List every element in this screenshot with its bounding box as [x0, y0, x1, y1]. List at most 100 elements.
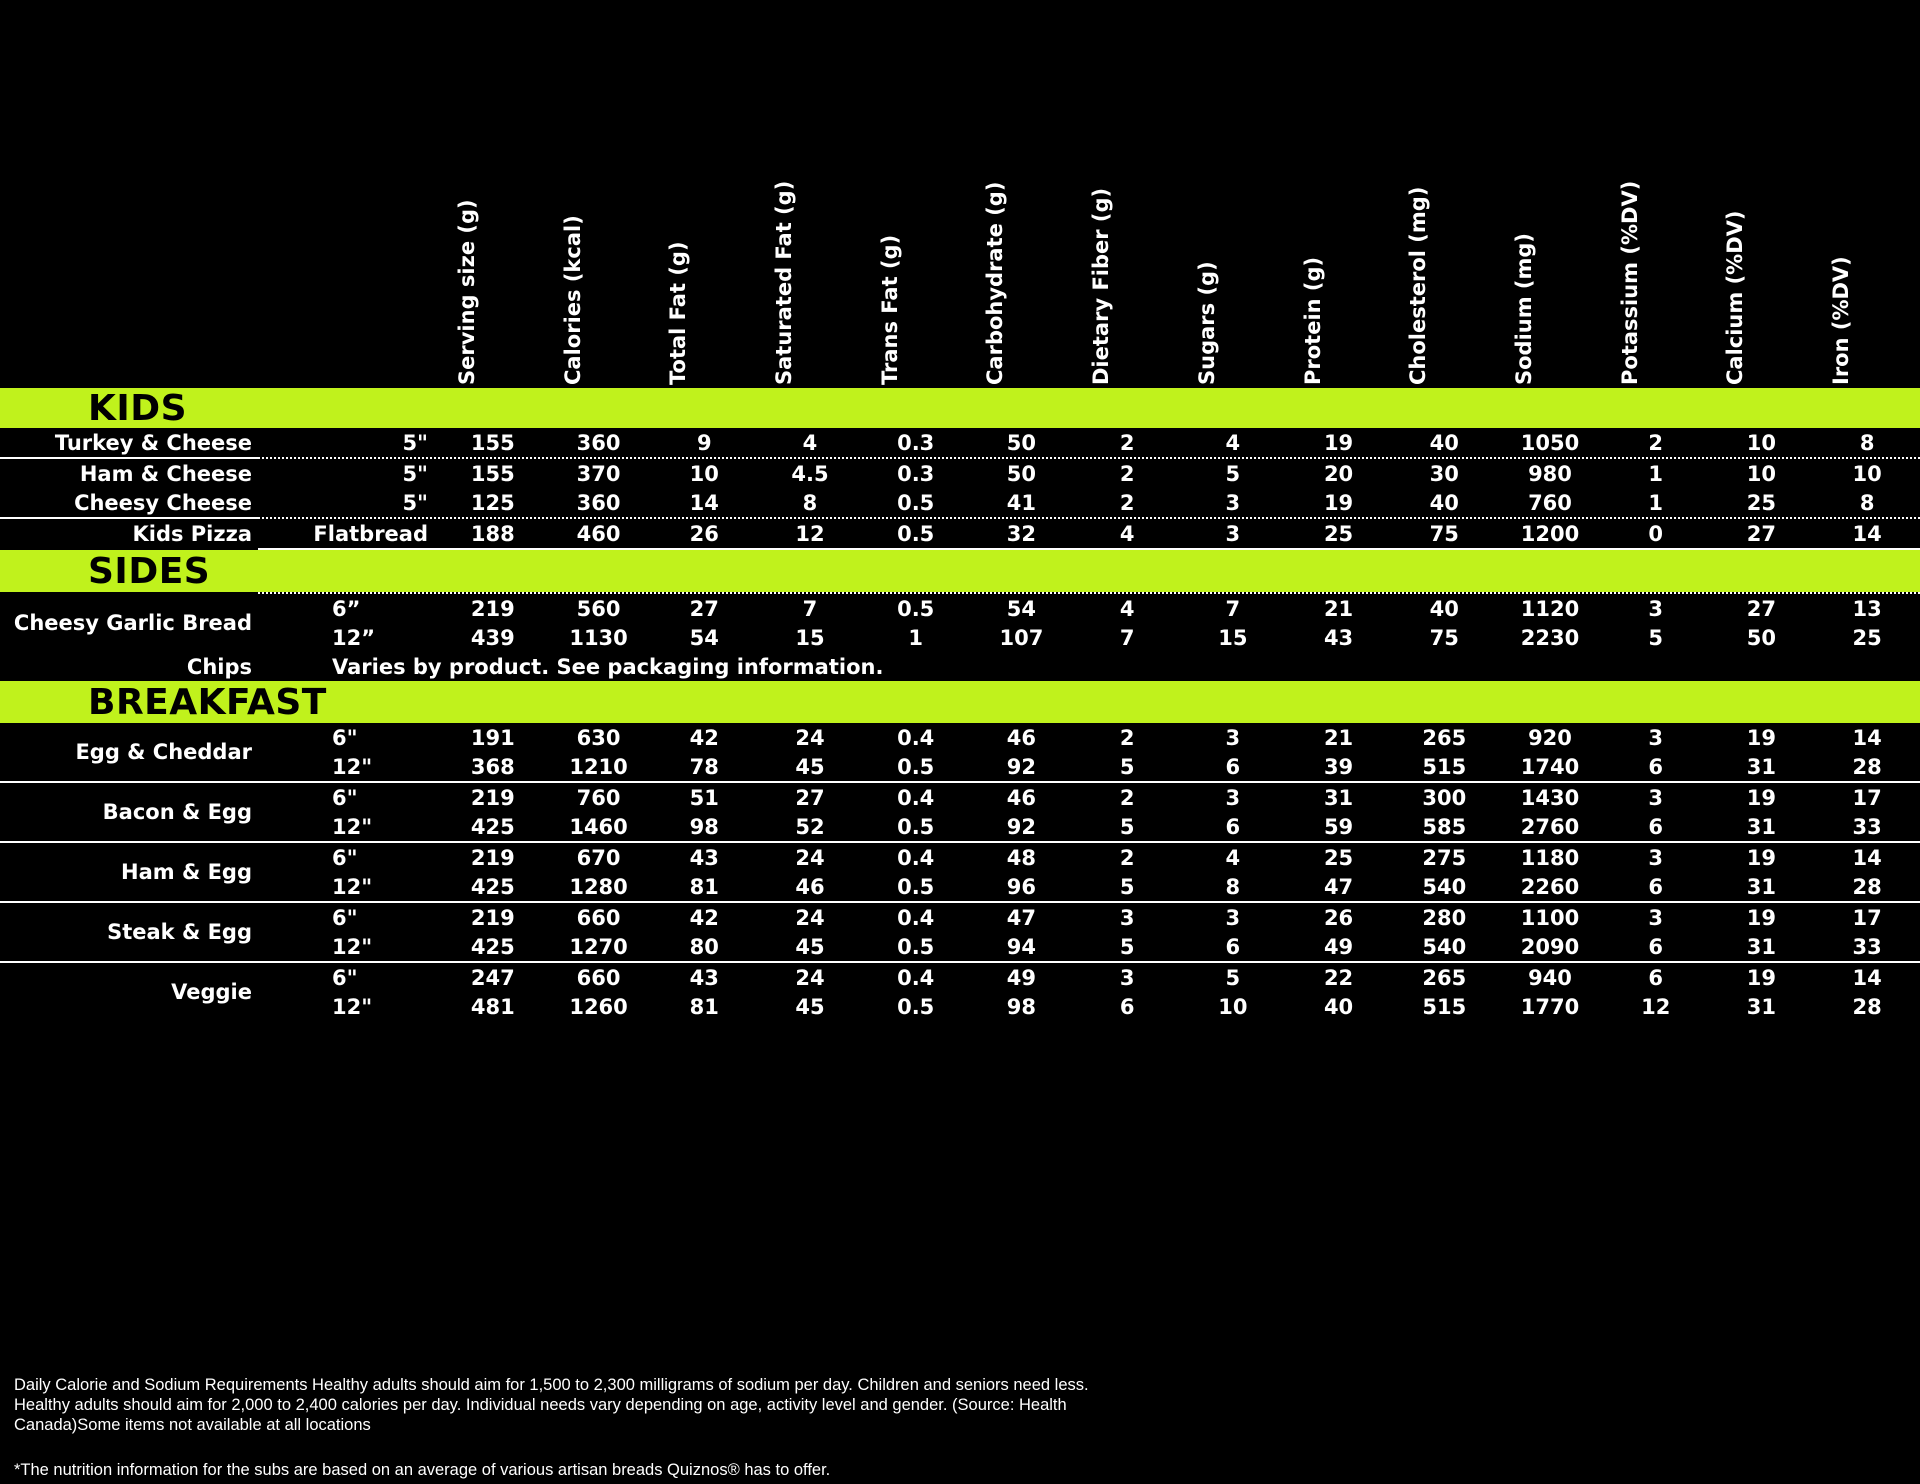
- nutrient-value: 1: [1648, 461, 1664, 486]
- serving-size: 12": [332, 874, 373, 899]
- nutrient-value: 0.4: [897, 785, 935, 810]
- nutrient-value: 14: [1852, 965, 1882, 990]
- divider-solid-segment: [0, 841, 1920, 843]
- nutrient-value: 760: [1528, 490, 1572, 515]
- nutrient-value: 0.4: [897, 845, 935, 870]
- item-name: Chips: [186, 654, 252, 679]
- nutrient-value: 31: [1746, 814, 1777, 839]
- nutrient-value: 10: [1746, 461, 1777, 486]
- nutrient-value: 3: [1648, 725, 1664, 750]
- divider-dotted-segment: [258, 457, 1920, 459]
- nutrient-value: 425: [470, 814, 515, 839]
- nutrient-value: 0.4: [897, 905, 935, 930]
- nutrient-value: 300: [1422, 785, 1467, 810]
- nutrient-value: 43: [689, 845, 719, 870]
- nutrient-value: 1: [1648, 490, 1664, 515]
- nutrient-value: 5: [1119, 814, 1135, 839]
- column-header: Total Fat (g): [651, 0, 757, 388]
- nutrient-value: 540: [1422, 934, 1467, 959]
- nutrient-value: 92: [1006, 754, 1037, 779]
- item-name: Bacon & Egg: [102, 800, 252, 824]
- nutrient-value: 3: [1648, 785, 1664, 810]
- nutrient-value: 42: [689, 905, 719, 930]
- row-divider: [0, 592, 1920, 594]
- nutrient-value: 0.5: [897, 934, 935, 959]
- nutrient-value: 1200: [1520, 521, 1580, 546]
- nutrient-value: 40: [1429, 490, 1459, 515]
- table-row-group: Egg & Cheddar 6" 191 630 42 24 0.4 46 2 3 21 265 920…: [0, 723, 1920, 781]
- nutrient-value: 540: [1422, 874, 1467, 899]
- footnote-subs: *The nutrition information for the subs …: [14, 1461, 831, 1480]
- item-name: Cheesy Garlic Bread: [13, 611, 252, 635]
- divider-dotted-segment: [258, 592, 1920, 594]
- row-divider: [0, 548, 1920, 550]
- nutrient-value: 81: [689, 874, 719, 899]
- nutrient-value: 515: [1422, 754, 1467, 779]
- nutrient-value: 1280: [569, 874, 628, 899]
- nutrient-value: 47: [1323, 874, 1354, 899]
- nutrient-value: 45: [795, 934, 825, 959]
- nutrient-value: 78: [689, 754, 719, 779]
- group-rows: 6" 219 760 51 27 0.4 46 2 3 31 300 1430 3 19 17 12" 425 1…: [258, 783, 1920, 841]
- section-header-sides: SIDES: [0, 550, 1920, 592]
- nutrient-value: 920: [1528, 725, 1572, 750]
- column-header-label: Dietary Fiber (g): [1089, 187, 1114, 385]
- nutrient-value: 219: [470, 785, 515, 810]
- nutrient-value: 94: [1006, 934, 1037, 959]
- nutrient-value: 1770: [1520, 994, 1580, 1019]
- nutrient-value: 14: [689, 490, 719, 515]
- nutrient-value: 3: [1648, 905, 1664, 930]
- nutrient-value: 0.3: [897, 430, 935, 455]
- nutrient-value: 17: [1852, 905, 1882, 930]
- table-row: 6" 219 760 51 27 0.4 46 2 3 31 300 1430 3 19 17: [258, 783, 1920, 812]
- group-rows: 6" 247 660 43 24 0.4 49 3 5 22 265 940 6 19 14 12" 481 12…: [258, 963, 1920, 1021]
- nutrient-value: 3: [1119, 965, 1135, 990]
- nutrient-value: 219: [470, 596, 515, 621]
- nutrient-value: 6: [1225, 754, 1241, 779]
- nutrient-value: 3: [1648, 596, 1664, 621]
- nutrient-value: 1180: [1520, 845, 1580, 870]
- nutrient-value: 98: [1006, 994, 1037, 1019]
- nutrient-value: 31: [1746, 994, 1777, 1019]
- nutrient-value: 31: [1746, 874, 1777, 899]
- nutrient-value: 98: [689, 814, 719, 839]
- table-body: KIDS Turkey & Cheese 5" 155 360 9 4 0.3 50 2 4 19 40…: [0, 388, 1920, 1021]
- nutrient-value: 6: [1648, 814, 1664, 839]
- nutrient-value: 6: [1225, 934, 1241, 959]
- table-row: 6” 219 560 27 7 0.5 54 4 7 21 40 1120 3 27 13: [258, 594, 1920, 623]
- column-header: Saturated Fat (g): [757, 0, 863, 388]
- nutrient-value: 27: [1746, 521, 1777, 546]
- nutrient-value: 43: [689, 965, 719, 990]
- nutrient-value: 25: [1323, 521, 1354, 546]
- nutrient-value: 33: [1852, 934, 1882, 959]
- serving-size: 12": [332, 994, 373, 1019]
- divider-solid-segment: [0, 961, 1920, 963]
- divider-solid-segment: [0, 517, 258, 519]
- nutrient-value: 155: [470, 430, 515, 455]
- group-rows: 6” 219 560 27 7 0.5 54 4 7 21 40 1120 3 27 13 12” 439 113…: [258, 594, 1920, 652]
- nutrient-value: 0.4: [897, 965, 935, 990]
- nutrient-value: 219: [470, 905, 515, 930]
- nutrient-value: 1100: [1520, 905, 1580, 930]
- column-header: Calcium (%DV): [1709, 0, 1815, 388]
- divider-solid-segment: [0, 781, 1920, 783]
- chips-note: Varies by product. See packaging informa…: [332, 654, 884, 679]
- nutrient-value: 27: [795, 785, 825, 810]
- group-rows: 6" 191 630 42 24 0.4 46 2 3 21 265 920 3 19 14 12" 368 12…: [258, 723, 1920, 781]
- nutrient-value: 3: [1225, 785, 1241, 810]
- column-header-label: Cholesterol (mg): [1406, 186, 1431, 385]
- nutrient-value: 7: [1119, 625, 1135, 650]
- nutrient-value: 40: [1429, 596, 1459, 621]
- nutrient-value: 6: [1648, 965, 1664, 990]
- nutrient-value: 2760: [1520, 814, 1580, 839]
- nutrient-value: 13: [1852, 596, 1882, 621]
- serving-size: 5": [402, 490, 428, 515]
- nutrient-value: 39: [1323, 754, 1354, 779]
- nutrient-value: 3: [1648, 845, 1664, 870]
- nutrient-value: 275: [1422, 845, 1467, 870]
- nutrient-value: 40: [1429, 430, 1459, 455]
- column-header-label: Iron (%DV): [1829, 256, 1854, 385]
- nutrient-value: 368: [470, 754, 515, 779]
- row-divider: [0, 457, 1920, 459]
- nutrient-value: 26: [689, 521, 719, 546]
